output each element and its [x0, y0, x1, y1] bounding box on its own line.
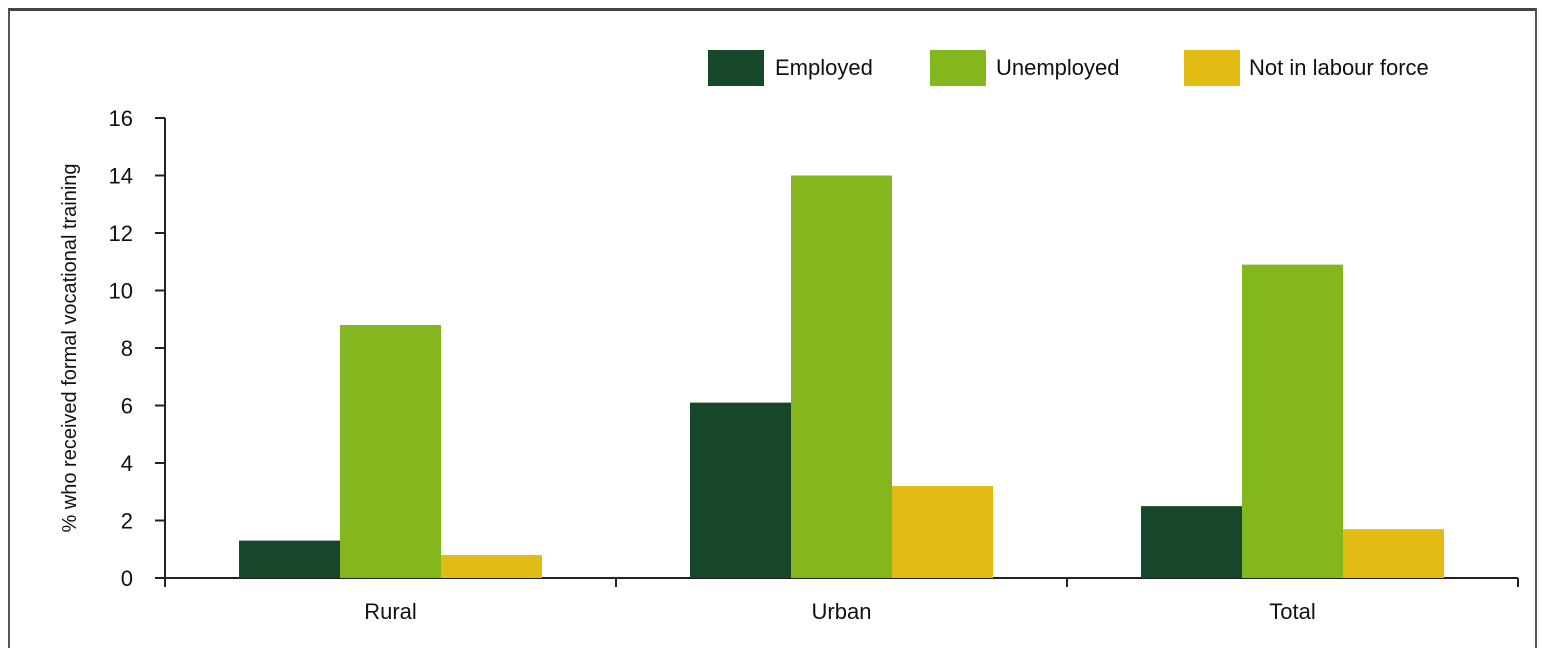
- bar: [340, 325, 441, 578]
- bar: [441, 555, 542, 578]
- y-tick-label: 10: [109, 279, 133, 304]
- bar: [892, 486, 993, 578]
- y-axis: 0 2 4 6 8 10 12 14 16: [109, 106, 166, 591]
- legend-label: Employed: [775, 55, 873, 80]
- y-tick-label: 6: [121, 394, 133, 419]
- legend-label: Not in labour force: [1249, 55, 1429, 80]
- y-tick-label: 14: [109, 164, 133, 189]
- legend-swatch: [1184, 50, 1240, 86]
- bar: [791, 175, 892, 578]
- legend-swatch: [708, 50, 764, 86]
- y-tick-label: 0: [121, 566, 133, 591]
- bar: [690, 402, 791, 578]
- bars: [239, 175, 1444, 578]
- y-tick-label: 12: [109, 221, 133, 246]
- legend: Employed Unemployed Not in labour force: [708, 50, 1429, 86]
- x-tick-label: Total: [1269, 599, 1315, 624]
- y-axis-title: % who received formal vocational trainin…: [59, 163, 81, 532]
- x-tick-label: Urban: [812, 599, 872, 624]
- y-tick-label: 16: [109, 106, 133, 131]
- bar: [1343, 529, 1444, 578]
- chart-frame: [8, 8, 1537, 648]
- legend-swatch: [930, 50, 986, 86]
- bar: [1242, 264, 1343, 578]
- y-tick-label: 4: [121, 451, 133, 476]
- y-tick-label: 2: [121, 509, 133, 534]
- x-tick-label: Rural: [364, 599, 417, 624]
- bar: [1141, 506, 1242, 578]
- bar: [239, 540, 340, 578]
- y-tick-label: 8: [121, 336, 133, 361]
- x-axis: Rural Urban Total: [164, 577, 1519, 624]
- legend-label: Unemployed: [996, 55, 1120, 80]
